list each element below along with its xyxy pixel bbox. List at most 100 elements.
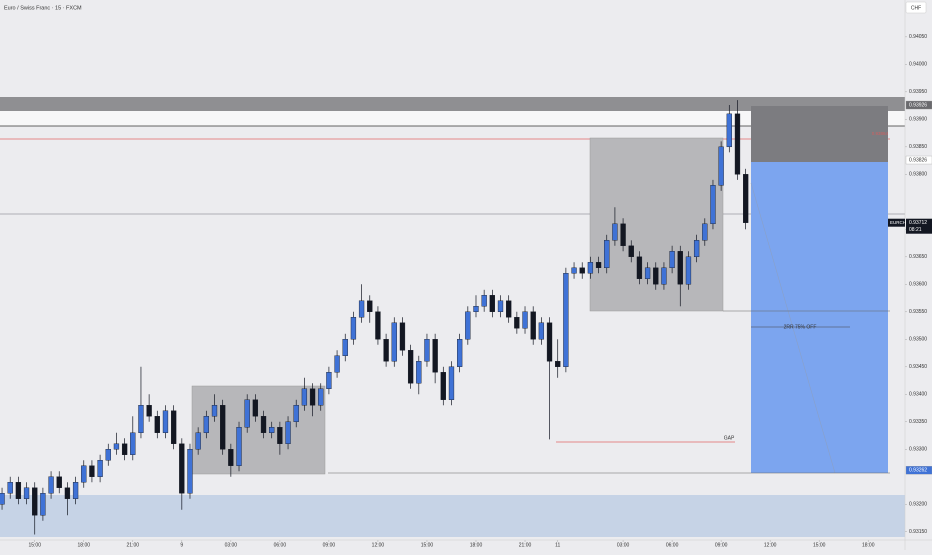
candle-body	[89, 465, 95, 477]
candle-body	[48, 476, 54, 494]
target-label: 2RR 75% OFF	[784, 324, 817, 330]
currency-box	[905, 1, 927, 14]
x-tick-label: 06:00	[666, 542, 679, 548]
last-price-value-box	[906, 218, 932, 234]
last-price-box	[888, 218, 905, 227]
candle-body	[530, 311, 536, 340]
candle-body	[375, 311, 381, 340]
x-tick-label: 21:00	[127, 542, 140, 548]
candle-body	[628, 245, 634, 258]
candle-body	[595, 262, 602, 269]
candle-body	[546, 322, 553, 362]
candle-body	[15, 482, 22, 499]
x-tick-label: 11	[555, 542, 560, 548]
candle-body	[269, 427, 275, 433]
x-tick-label: 18:00	[470, 542, 483, 548]
candle-body	[326, 372, 332, 389]
candle-body	[710, 185, 716, 225]
y-tick-label: 0.93550	[909, 309, 927, 315]
candle-body	[187, 449, 193, 494]
candle-body	[97, 460, 103, 477]
candle-body	[72, 482, 79, 499]
x-tick-label: 09:00	[323, 542, 336, 548]
candle-body	[456, 339, 463, 367]
candle-body	[661, 267, 667, 285]
y-tick-label: 0.93850	[909, 144, 927, 150]
candle-body	[506, 300, 512, 318]
supply-zone	[0, 97, 905, 111]
candle-body	[677, 251, 683, 285]
candle-body	[32, 487, 38, 516]
demand-zone	[0, 495, 905, 537]
countdown: 08:21	[909, 227, 922, 233]
candle-body	[399, 322, 406, 351]
candle-body	[121, 443, 128, 455]
candle-body	[293, 405, 299, 422]
candle-body	[301, 388, 308, 406]
y-tick-label: 0.93400	[909, 392, 927, 398]
y-tick-label: 0.94000	[909, 62, 927, 68]
candle-body	[318, 388, 324, 406]
candle-body	[636, 256, 643, 279]
position-target	[751, 162, 888, 473]
candle-body	[734, 113, 741, 175]
candle-body	[0, 493, 5, 505]
projection-line	[750, 182, 836, 474]
candle-body	[693, 240, 700, 258]
candle-body	[743, 174, 749, 223]
candle-body	[522, 311, 528, 329]
candle-body	[342, 339, 348, 356]
candle-body	[391, 322, 397, 362]
x-tick-label: 12:00	[372, 542, 385, 548]
candle-body	[563, 273, 569, 367]
x-tick-label: 18:00	[862, 542, 875, 548]
x-tick-label: 09:00	[715, 542, 728, 548]
candle-body	[555, 361, 561, 367]
candle-body	[571, 267, 577, 274]
price-label-box	[905, 155, 932, 165]
candle-body	[407, 350, 414, 384]
y-tick-label: 0.93150	[909, 529, 927, 535]
candle-body	[685, 256, 692, 285]
y-tick-label: 0.93300	[909, 447, 927, 453]
candle-body	[448, 366, 455, 400]
candle-body	[465, 311, 471, 340]
y-tick-label: 0.93800	[909, 172, 927, 178]
y-tick-label: 0.93950	[909, 89, 927, 95]
candle-body	[138, 405, 144, 433]
candle-body	[113, 443, 120, 450]
position-stop	[751, 106, 888, 162]
candle-body	[383, 339, 389, 362]
candle-body	[497, 300, 504, 312]
candle-body	[587, 262, 594, 274]
candle-body	[424, 339, 430, 362]
candle-body	[334, 355, 340, 373]
x-tick-label: 03:00	[617, 542, 630, 548]
candle-body	[432, 339, 438, 373]
price-label: 0.93262	[909, 467, 927, 473]
x-tick-label: 18:00	[78, 542, 91, 548]
last-price-symbol: EURCHF	[890, 220, 909, 225]
candle-body	[514, 317, 520, 329]
chart-title: Euro / Swiss Franc · 15 · FXCM	[4, 5, 82, 11]
candle-body	[154, 416, 160, 433]
candle-body	[130, 432, 136, 455]
x-tick-label: 12:00	[764, 542, 777, 548]
candle-body	[244, 399, 250, 428]
candle-body	[195, 432, 201, 450]
gap-label: GAP	[724, 435, 735, 441]
y-tick-label: 0.93450	[909, 364, 927, 370]
candle-body	[105, 449, 111, 461]
price-label: 0.93826	[909, 157, 927, 163]
y-tick-label: 0.93500	[909, 337, 927, 343]
y-tick-label: 0.94050	[909, 34, 927, 40]
candle-body	[252, 399, 259, 417]
candle-body	[203, 416, 209, 433]
candle-body	[56, 476, 62, 488]
candle-body	[416, 361, 422, 384]
candle-body	[260, 416, 267, 433]
candle-body	[644, 267, 651, 279]
price-label: 0.93926	[909, 102, 927, 108]
candle-body	[473, 306, 479, 312]
